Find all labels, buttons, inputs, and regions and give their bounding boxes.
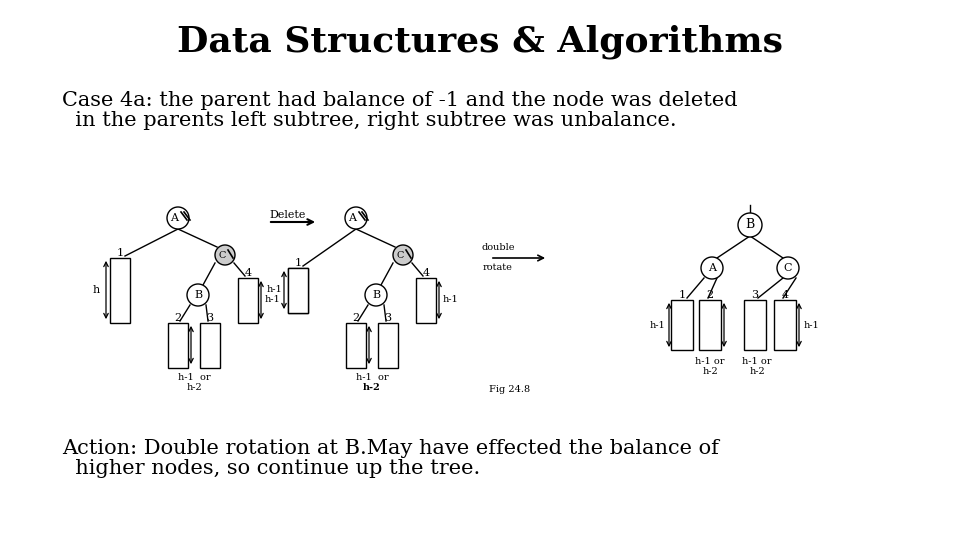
Text: in the parents left subtree, right subtree was unbalance.: in the parents left subtree, right subtr… — [62, 111, 677, 130]
Text: h-2: h-2 — [186, 382, 202, 392]
Circle shape — [738, 213, 762, 237]
Text: 2: 2 — [707, 290, 713, 300]
Text: 3: 3 — [752, 290, 758, 300]
Text: B: B — [194, 290, 202, 300]
Text: Case 4a: the parent had balance of -1 and the node was deleted: Case 4a: the parent had balance of -1 an… — [62, 91, 737, 110]
Circle shape — [393, 245, 413, 265]
Text: A: A — [348, 213, 356, 223]
Circle shape — [215, 245, 235, 265]
Circle shape — [701, 257, 723, 279]
Text: h-1: h-1 — [443, 295, 458, 305]
Bar — [346, 322, 366, 368]
Text: double: double — [481, 244, 515, 253]
Text: 2: 2 — [352, 313, 360, 323]
Text: rotate: rotate — [483, 264, 513, 273]
Circle shape — [777, 257, 799, 279]
Text: B: B — [745, 219, 755, 232]
Text: 3: 3 — [384, 313, 392, 323]
Text: 4: 4 — [422, 268, 429, 278]
Text: higher nodes, so continue up the tree.: higher nodes, so continue up the tree. — [62, 458, 480, 477]
Text: Delete: Delete — [270, 210, 306, 220]
Text: B: B — [372, 290, 380, 300]
Bar — [671, 300, 693, 350]
Text: 1: 1 — [295, 258, 301, 268]
Text: 3: 3 — [206, 313, 213, 323]
Text: h-1 or: h-1 or — [742, 356, 772, 366]
Bar — [774, 300, 796, 350]
Text: C: C — [218, 251, 226, 260]
Text: h-1: h-1 — [804, 321, 819, 329]
Text: 4: 4 — [245, 268, 252, 278]
Bar — [200, 322, 220, 368]
Bar — [416, 278, 436, 322]
Text: h: h — [92, 285, 100, 295]
Bar — [288, 267, 308, 313]
Text: C: C — [783, 263, 792, 273]
Bar — [168, 322, 188, 368]
Text: A: A — [708, 263, 716, 273]
Text: 4: 4 — [781, 290, 788, 300]
Text: 1: 1 — [679, 290, 685, 300]
Circle shape — [365, 284, 387, 306]
Text: Action: Double rotation at B.May have effected the balance of: Action: Double rotation at B.May have ef… — [62, 438, 719, 457]
Text: h-2: h-2 — [363, 382, 381, 392]
Circle shape — [187, 284, 209, 306]
Bar — [110, 258, 130, 322]
Text: Data Structures & Algorithms: Data Structures & Algorithms — [177, 25, 783, 59]
Circle shape — [345, 207, 367, 229]
Text: h-1  or: h-1 or — [356, 373, 388, 381]
Bar — [378, 322, 398, 368]
Text: h-1 or: h-1 or — [695, 356, 725, 366]
Text: h-1: h-1 — [264, 295, 280, 305]
Circle shape — [167, 207, 189, 229]
Text: C: C — [396, 251, 404, 260]
Text: h-2: h-2 — [702, 367, 718, 375]
Text: 2: 2 — [175, 313, 181, 323]
Text: h-1  or: h-1 or — [178, 373, 210, 381]
Text: 1: 1 — [116, 248, 124, 258]
Text: h-1: h-1 — [266, 286, 282, 294]
Text: A: A — [170, 213, 178, 223]
Bar — [744, 300, 766, 350]
Bar — [288, 267, 308, 313]
Text: Fig 24.8: Fig 24.8 — [490, 386, 531, 395]
Text: h-2: h-2 — [749, 367, 765, 375]
Text: h-1: h-1 — [649, 321, 665, 329]
Bar — [238, 278, 258, 322]
Bar — [699, 300, 721, 350]
